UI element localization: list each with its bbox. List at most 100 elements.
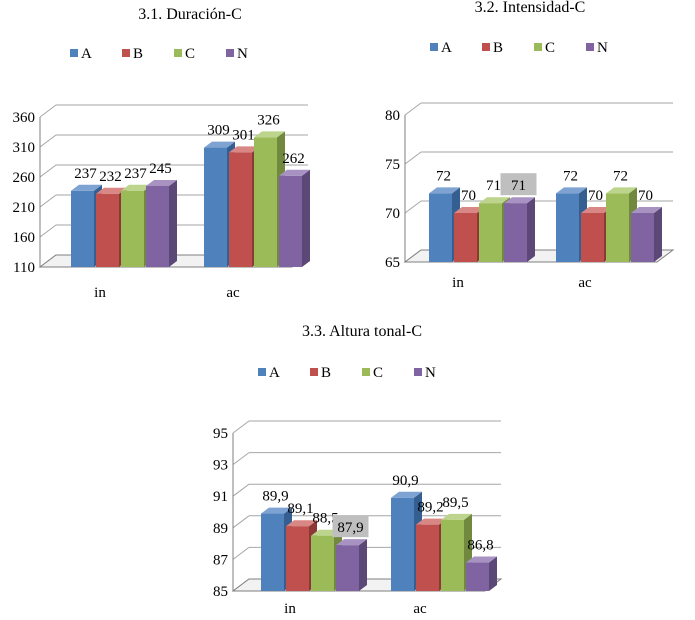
- bar-front: [454, 213, 477, 262]
- legend-swatch-c: [362, 368, 370, 376]
- data-label: 71: [486, 178, 501, 194]
- legend-swatch-n: [586, 43, 594, 51]
- bar-front: [606, 193, 629, 262]
- legend-label-b: B: [133, 46, 143, 62]
- legend-swatch-a: [70, 49, 78, 57]
- legend-swatch-a: [430, 43, 438, 51]
- bar-top: [279, 169, 310, 176]
- bar-n-ac: 86,8: [466, 538, 497, 591]
- y-tick-label: 110: [13, 260, 35, 276]
- bar-top: [454, 207, 485, 213]
- y-tick-label: 89: [213, 521, 228, 537]
- data-label: 88,5: [312, 511, 338, 527]
- gridline-depth: [232, 547, 250, 560]
- bar-top: [416, 518, 447, 525]
- y-tick-label: 95: [213, 426, 228, 442]
- bar-top: [429, 187, 460, 194]
- legend-label-n: N: [597, 40, 608, 56]
- bar-front: [631, 213, 654, 262]
- data-label: 71: [511, 178, 526, 194]
- legend-swatch-b: [122, 49, 130, 57]
- bar-front: [429, 193, 452, 262]
- data-label: 326: [257, 112, 280, 128]
- data-label: 70: [638, 188, 653, 204]
- bar-front: [391, 497, 414, 591]
- gridline-depth: [404, 151, 422, 165]
- legend-label-b: B: [493, 40, 503, 56]
- y-tick-label: 70: [385, 206, 400, 222]
- bar-front: [581, 213, 604, 262]
- data-label: 86,8: [467, 538, 493, 554]
- bar-top: [479, 197, 510, 204]
- bar-n-in: 87,9: [332, 515, 369, 591]
- data-label: 89,2: [417, 500, 443, 516]
- y-tick-labels: 110 160 210 260 310 360: [13, 110, 36, 276]
- y-tick-label: 160: [13, 230, 36, 246]
- legend-swatch-b: [310, 368, 318, 376]
- bar-side: [654, 207, 662, 262]
- legend-swatch-n: [226, 49, 234, 57]
- y-tick-label: 310: [13, 140, 36, 156]
- data-label: 89,1: [287, 501, 313, 517]
- bar-top: [261, 507, 292, 514]
- y-tick-labels: 65 70 75 80: [385, 108, 400, 271]
- x-tick-label: in: [94, 285, 106, 301]
- bar-front: [96, 193, 119, 267]
- bar-n-in: 71: [500, 173, 537, 262]
- y-tick-label: 210: [13, 200, 36, 216]
- legend-swatch-c: [174, 49, 182, 57]
- data-label: 72: [563, 168, 578, 184]
- y-tick-label: 260: [13, 170, 36, 186]
- data-label: 89,9: [262, 489, 288, 505]
- x-tick-label: in: [452, 275, 464, 291]
- gridline-depth: [232, 420, 250, 434]
- bar-front: [146, 186, 169, 267]
- legend-label-n: N: [425, 365, 436, 381]
- chart-title: 3.3. Altura tonal-C: [302, 323, 422, 340]
- bar-side: [489, 556, 497, 591]
- legend-swatch-c: [534, 43, 542, 51]
- data-label-highlight: [500, 173, 537, 196]
- gridline-depth: [39, 194, 57, 208]
- chart-title: 3.1. Duración-C: [138, 6, 242, 23]
- y-tick-labels: 85 87 89 91 93 95: [213, 426, 229, 600]
- data-label: 90,9: [392, 473, 418, 489]
- bar-front: [466, 562, 489, 591]
- bar-top: [466, 556, 497, 563]
- x-tick-labels: in ac: [452, 275, 592, 291]
- y-tick-label: 91: [213, 489, 228, 505]
- bar-top: [504, 197, 535, 204]
- bar-top: [121, 184, 152, 191]
- gridline-depth: [39, 134, 57, 148]
- bar-top: [631, 207, 662, 213]
- gridline-depth: [39, 104, 57, 118]
- data-label: 70: [461, 188, 476, 204]
- gridline-depth: [232, 452, 250, 466]
- legend-swatch-a: [258, 368, 266, 376]
- data-label: 237: [124, 166, 147, 182]
- bar-front: [336, 545, 359, 591]
- bar-side: [302, 169, 310, 267]
- bar-front: [556, 193, 579, 262]
- bars: 72 70 71 71 72 70 72 70: [429, 168, 662, 262]
- y-tick-label: 93: [213, 458, 228, 474]
- x-tick-label: ac: [413, 601, 427, 617]
- data-label: 70: [588, 188, 603, 204]
- bar-front: [261, 513, 284, 591]
- y-tick-label: 65: [385, 255, 400, 271]
- x-tick-labels: in ac: [284, 601, 427, 617]
- x-tick-label: ac: [226, 285, 240, 301]
- gridline-depth: [39, 224, 57, 238]
- data-label: 262: [282, 151, 305, 167]
- bar-front: [311, 535, 334, 591]
- bar-front: [416, 524, 439, 591]
- y-tick-label: 87: [213, 552, 229, 568]
- data-label: 301: [232, 127, 255, 143]
- bar-top: [606, 187, 637, 194]
- bar-side: [359, 539, 367, 591]
